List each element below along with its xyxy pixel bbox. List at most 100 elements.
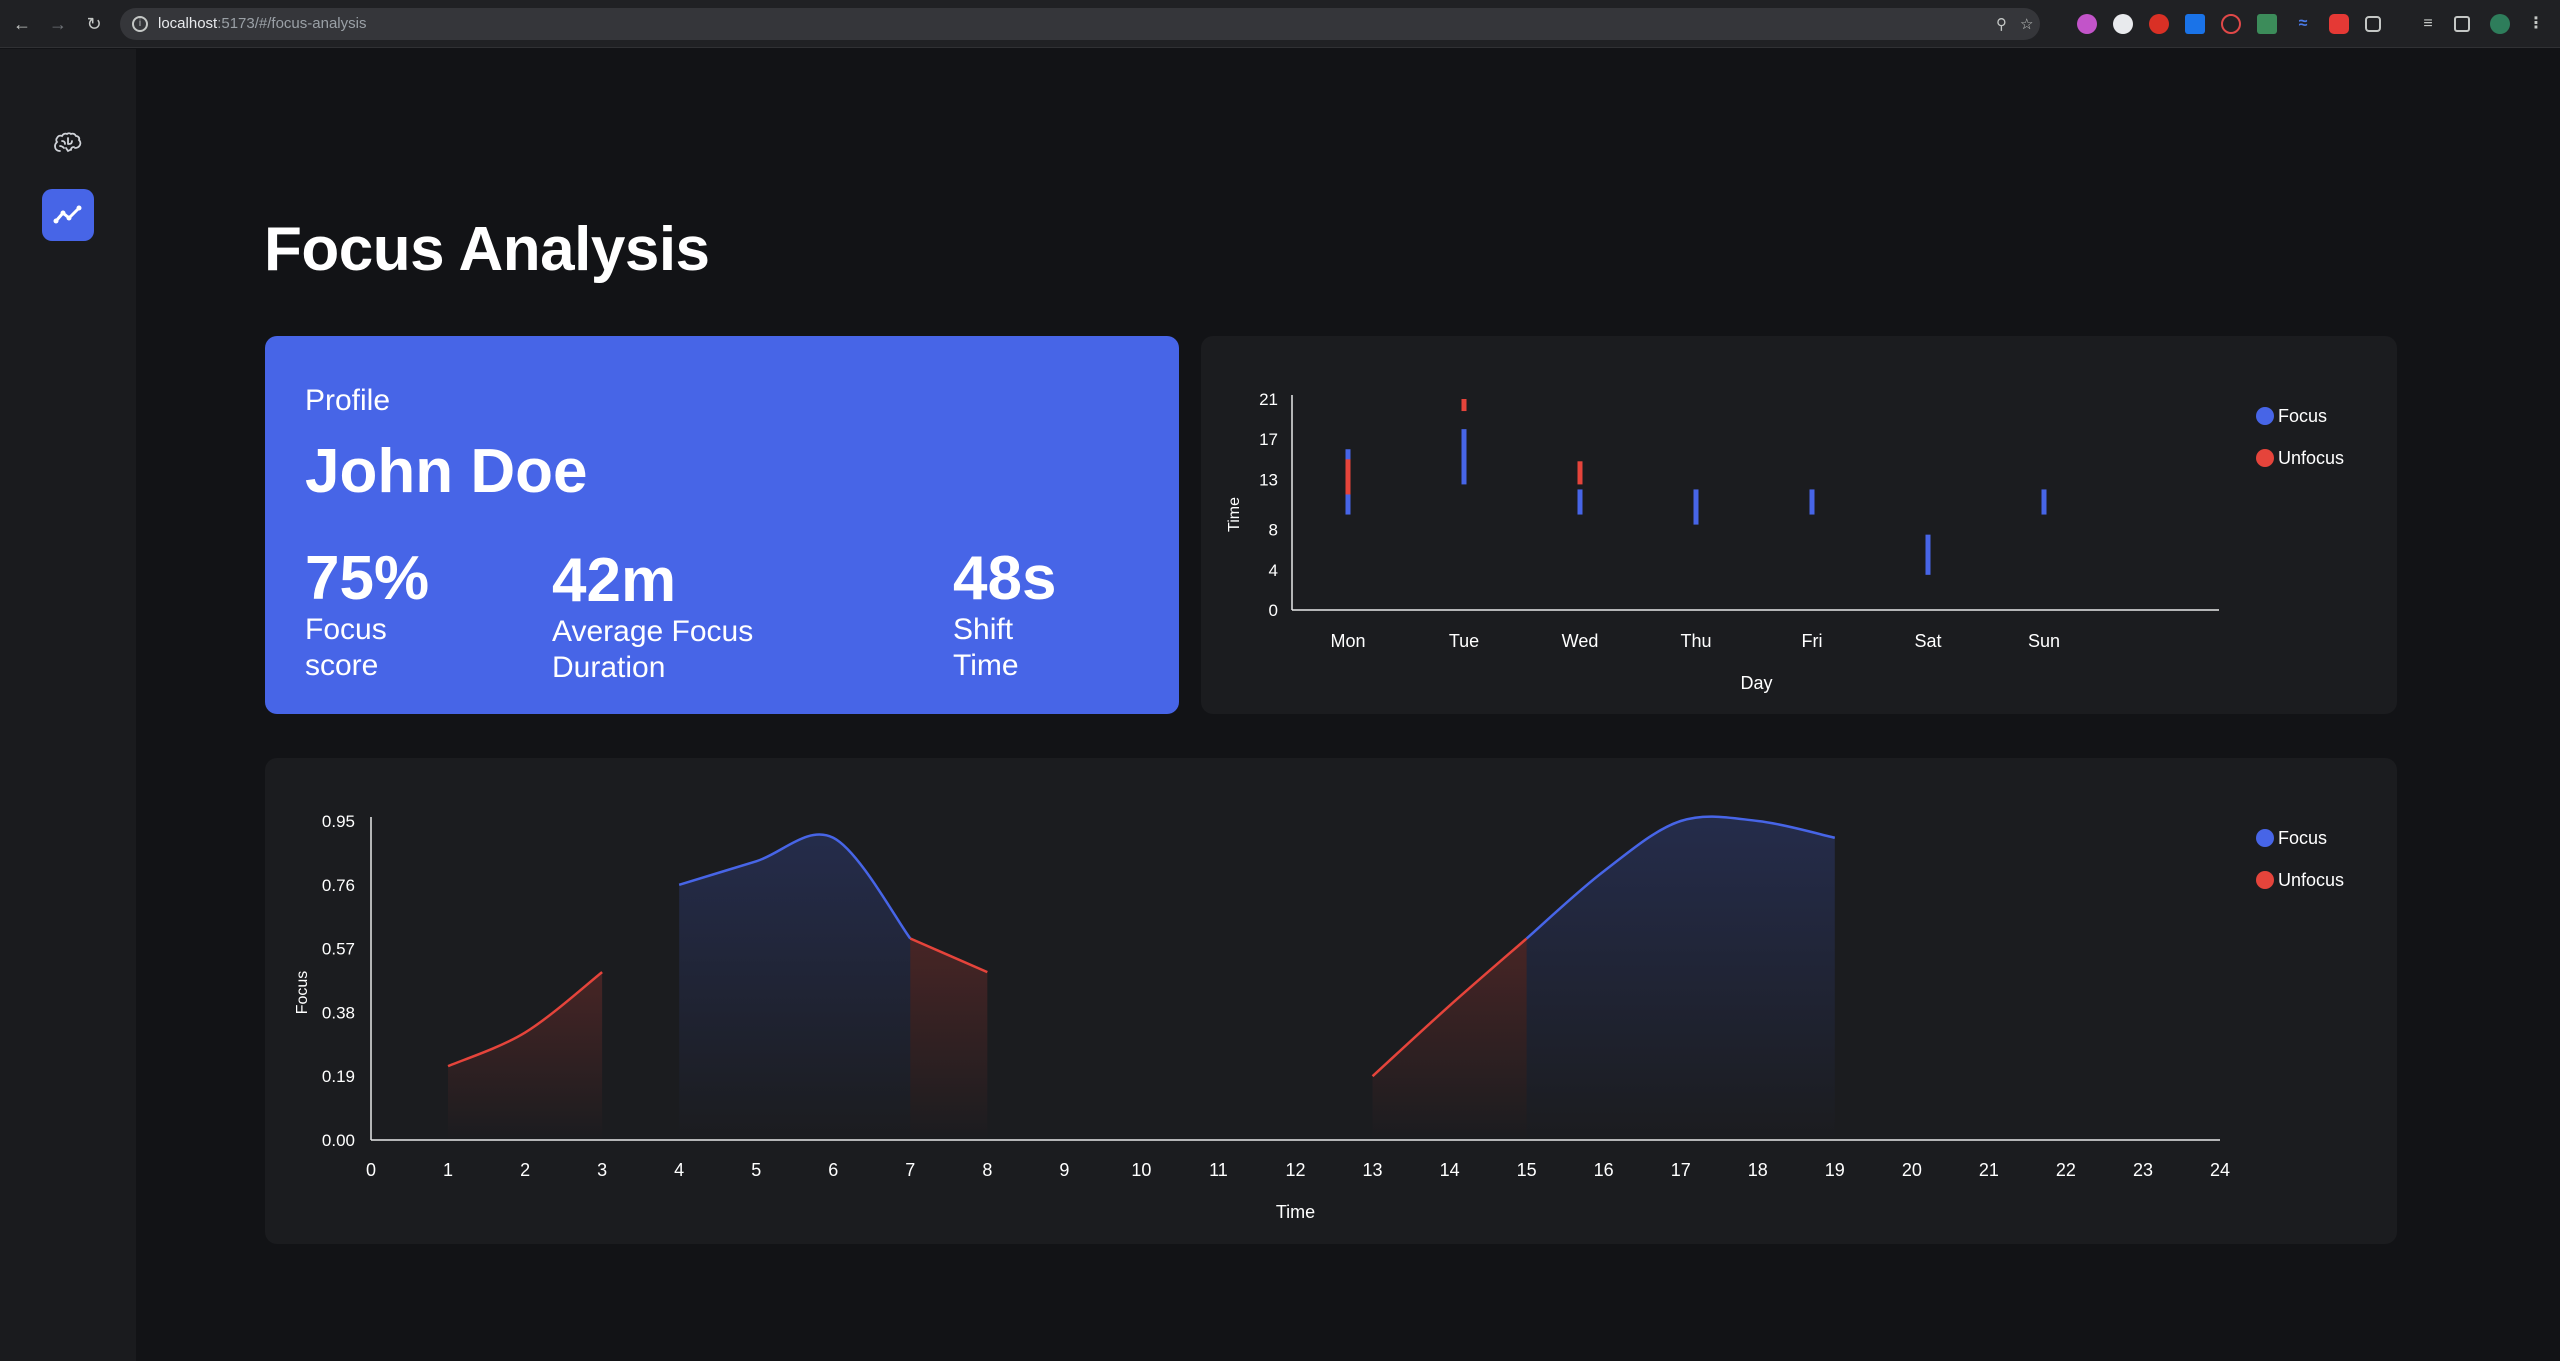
focus-score-stat: 75% Focus score	[305, 546, 429, 684]
x-tick-label: Thu	[1680, 631, 1711, 651]
x-tick-label: 11	[1209, 1160, 1228, 1180]
browser-toolbar: ← → ↻ i localhost:5173/#/focus-analysis …	[0, 0, 2560, 48]
y-tick-label: 0	[1269, 601, 1278, 620]
adblock-icon[interactable]	[2149, 14, 2169, 34]
y-tick-label: 0.95	[322, 812, 355, 831]
x-tick-label: 6	[828, 1160, 838, 1180]
y-tick-label: 0.76	[322, 876, 355, 895]
y-tick-label: 0.38	[322, 1003, 355, 1022]
unfocus-bar	[1577, 461, 1583, 485]
stat-label: score	[305, 649, 379, 682]
focus-bar	[1577, 489, 1583, 515]
profile-name: John Doe	[305, 437, 588, 506]
brain-icon[interactable]	[52, 129, 84, 161]
legend-dot	[2256, 829, 2274, 847]
analytics-nav-button[interactable]	[42, 189, 94, 241]
profile-label: Profile	[305, 384, 391, 417]
x-tick-label: 15	[1517, 1160, 1537, 1180]
unfocus-line	[447, 971, 603, 1068]
stat-label: Average Focus	[552, 615, 754, 648]
bookmark-star-icon[interactable]: ☆	[2020, 16, 2034, 33]
x-tick-label: Fri	[1802, 631, 1823, 651]
extension-icon[interactable]: ≈	[2298, 15, 2308, 32]
x-tick-label: 4	[674, 1160, 684, 1180]
back-icon[interactable]: ←	[13, 14, 31, 34]
y-tick-label: 8	[1269, 521, 1278, 540]
stat-value: 42m	[552, 546, 677, 615]
legend-focus[interactable]: Focus	[2256, 406, 2327, 427]
x-tick-label: Wed	[1562, 631, 1599, 651]
avg-focus-duration-stat: 42m Average Focus Duration	[552, 548, 753, 686]
extension-icon[interactable]	[2221, 14, 2241, 34]
x-tick-label: 24	[2210, 1160, 2230, 1180]
stat-label: Duration	[552, 651, 666, 684]
forward-icon[interactable]: →	[49, 14, 67, 34]
focus-line	[1525, 815, 1836, 940]
shift-time-stat: 48s Shift Time	[953, 546, 1056, 684]
unfocus-area	[448, 972, 603, 1140]
legend-unfocus[interactable]: Unfocus	[2256, 448, 2344, 469]
page-title: Focus Analysis	[264, 215, 710, 284]
reload-icon[interactable]: ↻	[86, 14, 102, 34]
y-tick-label: 0.19	[322, 1067, 355, 1086]
y-tick-label: 0.00	[322, 1131, 355, 1150]
extension-icon[interactable]	[2329, 14, 2349, 34]
y-tick-label: 21	[1259, 390, 1278, 409]
site-info-icon[interactable]: i	[132, 16, 148, 32]
menu-icon[interactable]: ⋮	[2528, 15, 2544, 32]
legend-dot	[2256, 449, 2274, 467]
x-tick-label: 19	[1825, 1160, 1845, 1180]
extension-icon[interactable]	[2077, 14, 2097, 34]
url-text: localhost:5173/#/focus-analysis	[158, 15, 367, 32]
x-tick-label: Tue	[1449, 631, 1479, 651]
address-bar[interactable]: i localhost:5173/#/focus-analysis ⚲ ☆	[120, 8, 2040, 40]
legend-dot	[2256, 407, 2274, 425]
focus-bar	[1461, 429, 1467, 485]
x-tick-label: 22	[2056, 1160, 2076, 1180]
y-axis-title: Time	[1226, 497, 1243, 532]
x-tick-label: 9	[1059, 1160, 1069, 1180]
sidebar	[0, 49, 136, 1361]
unfocus-line	[1371, 937, 1528, 1078]
extension-icon[interactable]	[2185, 14, 2205, 34]
legend-dot	[2256, 871, 2274, 889]
stat-value: 48s	[953, 544, 1057, 613]
weekly-focus-chart-panel: 0 4 8 13 17 21 Mon Tue Wed Thu Fri Sat Sun Day Time Fo…	[1201, 336, 2397, 714]
legend-focus[interactable]: Focus	[2256, 828, 2327, 849]
x-tick-label: 17	[1671, 1160, 1691, 1180]
reading-list-icon[interactable]: ≡	[2423, 15, 2433, 32]
x-tick-label: 2	[520, 1160, 530, 1180]
x-tick-label: Sat	[1914, 631, 1941, 651]
y-tick-label: 13	[1259, 470, 1278, 489]
extensions-puzzle-icon[interactable]	[2365, 16, 2381, 32]
x-tick-label: 3	[597, 1160, 607, 1180]
weekly-focus-chart: 0 4 8 13 17 21 Mon Tue Wed Thu Fri Sat Sun Day Time	[1226, 390, 2219, 693]
side-panel-icon[interactable]	[2454, 16, 2470, 32]
x-tick-label: 12	[1285, 1160, 1305, 1180]
daily-focus-chart-panel: 0.00 0.19 0.38 0.57 0.76 0.95 0 1 2 3 4 5 6 7 8 9 10 11 12…	[265, 758, 2397, 1244]
extension-icon[interactable]	[2257, 14, 2277, 34]
y-tick-label: 4	[1269, 561, 1278, 580]
x-axis-title: Time	[1276, 1202, 1315, 1222]
unfocus-bar	[1345, 459, 1351, 495]
profile-avatar-icon[interactable]	[2490, 14, 2510, 34]
x-tick-label: 1	[443, 1160, 453, 1180]
unfocus-area	[1372, 938, 1527, 1140]
legend-unfocus[interactable]: Unfocus	[2256, 870, 2344, 891]
x-tick-label: 18	[1748, 1160, 1768, 1180]
unfocus-area	[910, 938, 988, 1140]
x-tick-label: 14	[1440, 1160, 1460, 1180]
x-tick-label: 13	[1363, 1160, 1383, 1180]
x-tick-label: 7	[905, 1160, 915, 1180]
stat-value: 75%	[305, 544, 430, 613]
zoom-icon[interactable]: ⚲	[1996, 16, 2007, 33]
legend-label: Focus	[2278, 828, 2328, 848]
x-tick-label: 16	[1594, 1160, 1614, 1180]
x-tick-label: Mon	[1330, 631, 1365, 651]
unfocus-line	[909, 937, 988, 974]
x-tick-label: 23	[2133, 1160, 2153, 1180]
extension-icon[interactable]	[2113, 14, 2133, 34]
x-axis-title: Day	[1740, 673, 1772, 693]
focus-area	[1526, 816, 1835, 1140]
x-tick-label: 0	[366, 1160, 376, 1180]
